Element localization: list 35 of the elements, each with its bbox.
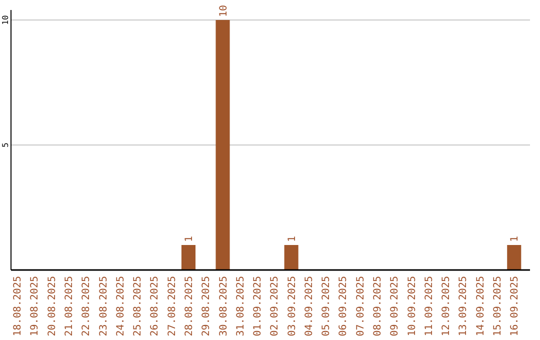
x-tick-label: 08.09.2025 (372, 276, 384, 336)
x-tick-label: 26.08.2025 (150, 276, 161, 336)
x-tick-label: 14.09.2025 (475, 276, 486, 336)
data-label: 1 (184, 236, 195, 242)
x-tick-label: 12.09.2025 (441, 276, 452, 336)
x-tick-label: 10.09.2025 (406, 276, 418, 336)
x-tick-label: 29.08.2025 (201, 276, 212, 336)
data-label: 1 (510, 236, 521, 242)
x-tick-label: 06.09.2025 (338, 276, 350, 336)
x-tick-label: 07.09.2025 (355, 276, 366, 336)
x-tick-label: 09.09.2025 (390, 276, 401, 336)
x-tick-label: 16.09.2025 (510, 276, 521, 336)
data-label: 1 (286, 236, 298, 242)
x-tick-label: 13.09.2025 (458, 276, 470, 336)
x-tick-label: 28.08.2025 (184, 276, 195, 336)
x-tick-label: 22.08.2025 (81, 276, 92, 336)
x-tick-label: 20.08.2025 (46, 276, 58, 336)
x-tick-label: 21.08.2025 (64, 276, 75, 336)
x-tick-label: 15.09.2025 (492, 276, 504, 336)
x-tick-label: 30.08.2025 (218, 276, 230, 336)
x-tick-label: 31.08.2025 (235, 276, 246, 336)
x-tick-label: 03.09.2025 (286, 276, 298, 336)
y-tick-label: 5 (1, 142, 10, 148)
x-tick-label: 05.09.2025 (321, 276, 332, 336)
x-tick-label: 04.09.2025 (304, 276, 315, 336)
x-tick-label: 23.08.2025 (98, 276, 110, 336)
x-tick-label: 02.09.2025 (270, 276, 281, 336)
x-tick-label: 18.08.2025 (12, 276, 24, 336)
x-tick-label: 27.08.2025 (166, 276, 178, 336)
x-tick-label: 11.09.2025 (424, 276, 435, 336)
x-tick-label: 19.08.2025 (30, 276, 41, 336)
x-tick-label: 24.08.2025 (115, 276, 126, 336)
x-tick-label: 01.09.2025 (252, 276, 264, 336)
data-label: 10 (218, 4, 230, 17)
x-tick-label: 25.08.2025 (132, 276, 144, 336)
